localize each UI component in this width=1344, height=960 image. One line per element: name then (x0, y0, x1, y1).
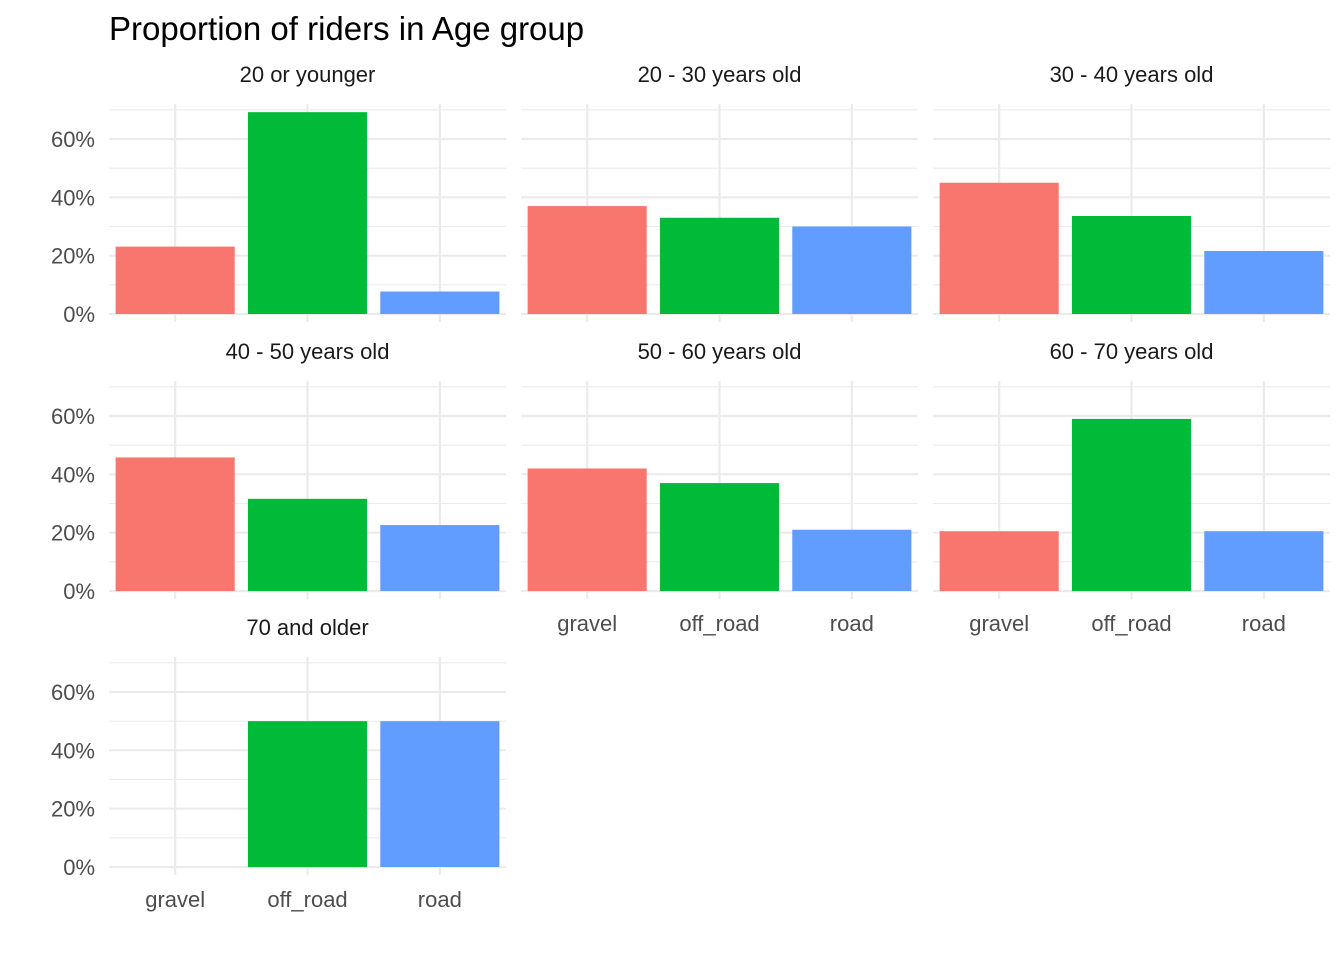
chart-title: Proportion of riders in Age group (109, 10, 584, 47)
x-tick-label: off_road (1091, 611, 1171, 636)
y-tick-label: 0% (63, 855, 95, 880)
bar-off_road (659, 217, 780, 314)
bar-gravel (527, 468, 647, 591)
bar-off_road (659, 483, 780, 591)
x-tick-label: road (418, 887, 462, 912)
bar-off_road (247, 498, 368, 591)
facet-panel: 20 - 30 years old (521, 62, 918, 322)
bar-gravel (115, 246, 235, 314)
x-tick-label: road (830, 611, 874, 636)
y-tick-label: 0% (63, 302, 95, 327)
facet-strip-label: 60 - 70 years old (1050, 339, 1214, 364)
bar-road (1204, 531, 1324, 591)
facet-strip-label: 30 - 40 years old (1050, 62, 1214, 87)
facet-panel: 60 - 70 years old gravel off_road road (933, 339, 1330, 636)
y-tick-label: 20% (51, 244, 95, 269)
bar-road (1204, 251, 1324, 314)
bar-off_road (1071, 216, 1192, 314)
x-tick-label: off_road (679, 611, 759, 636)
bar-gravel (527, 206, 647, 314)
panels-group: 20 or younger 0% 20% 40% 60% 20 - 30 years ol… (51, 62, 1330, 912)
y-tick-label: 60% (51, 404, 95, 429)
x-tick-label: gravel (145, 887, 205, 912)
bar-off_road (1071, 418, 1192, 591)
facet-panel: 50 - 60 years old gravel off_road road (521, 339, 918, 636)
y-tick-label: 40% (51, 738, 95, 763)
facet-strip-label: 40 - 50 years old (226, 339, 390, 364)
bar-gravel (939, 182, 1059, 314)
facet-panel: 20 or younger 0% 20% 40% 60% (51, 62, 506, 327)
y-tick-label: 20% (51, 797, 95, 822)
bar-road (792, 529, 912, 591)
facet-panel: 40 - 50 years old 0% 20% 40% 60% (51, 339, 506, 604)
bar-gravel (115, 457, 235, 591)
bar-off_road (247, 721, 368, 867)
bar-gravel (939, 531, 1059, 591)
bar-road (380, 291, 500, 314)
facet-panel: 70 and older 0% 20% 40% 60% gravel off_road roa… (51, 615, 506, 912)
y-tick-label: 40% (51, 185, 95, 210)
y-tick-label: 0% (63, 579, 95, 604)
x-tick-label: off_road (267, 887, 347, 912)
facet-strip-label: 70 and older (246, 615, 368, 640)
y-tick-label: 60% (51, 680, 95, 705)
facet-strip-label: 50 - 60 years old (638, 339, 802, 364)
y-tick-label: 60% (51, 127, 95, 152)
bar-off_road (247, 112, 368, 315)
facet-strip-label: 20 - 30 years old (638, 62, 802, 87)
x-tick-label: road (1242, 611, 1286, 636)
bar-road (380, 525, 500, 591)
y-tick-label: 20% (51, 521, 95, 546)
y-tick-label: 40% (51, 462, 95, 487)
bar-road (380, 721, 500, 867)
x-tick-label: gravel (969, 611, 1029, 636)
bar-road (792, 226, 912, 314)
x-tick-label: gravel (557, 611, 617, 636)
facet-panel: 30 - 40 years old (933, 62, 1330, 322)
facet-strip-label: 20 or younger (240, 62, 376, 87)
